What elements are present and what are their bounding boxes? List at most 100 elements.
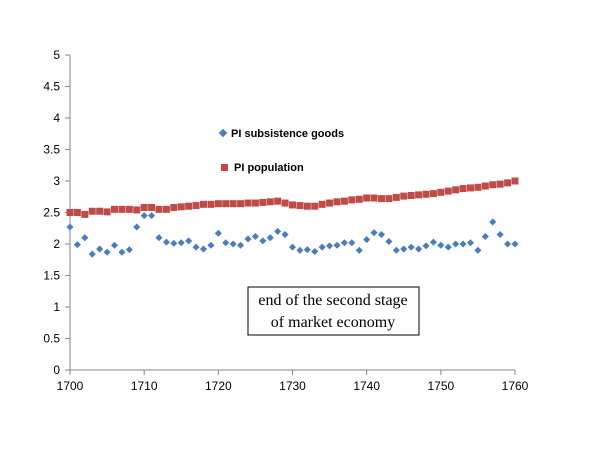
population-point (474, 183, 482, 191)
subsistence-point (348, 239, 356, 247)
population-point (125, 205, 133, 213)
population-point (289, 201, 296, 209)
subsistence-point (103, 248, 111, 256)
x-tick-label: 1740 (353, 379, 380, 393)
population-point (429, 190, 437, 198)
subsistence-point (133, 223, 141, 231)
population-point (266, 198, 274, 206)
subsistence-point (192, 243, 200, 251)
y-tick-label: 4.5 (43, 80, 60, 94)
population-point (177, 203, 185, 211)
subsistence-point (125, 246, 133, 254)
subsistence-point (474, 246, 482, 254)
subsistence-point (199, 245, 208, 253)
population-point (281, 199, 289, 207)
population-point (363, 194, 371, 202)
subsistence-point (296, 246, 304, 254)
population-point (222, 200, 230, 208)
population-point (66, 209, 74, 216)
population-point (118, 205, 126, 213)
population-point (133, 206, 141, 214)
population-point (103, 208, 111, 216)
x-tick-label: 1750 (427, 379, 454, 393)
subsistence-point (110, 241, 119, 249)
y-tick-label: 1.5 (43, 269, 60, 283)
population-point (348, 196, 356, 204)
subsistence-point (466, 239, 475, 247)
subsistence-point (281, 231, 289, 239)
annotation-border (247, 286, 420, 336)
subsistence-point (415, 245, 423, 253)
x-axis: 1700 1710 1720 1730 1740 1750 1760 (57, 369, 529, 393)
subsistence-point (444, 243, 452, 251)
subsistence-point (437, 241, 445, 249)
x-ticks: 1700 1710 1720 1730 1740 1750 1760 (57, 370, 529, 393)
x-tick-label: 1710 (131, 379, 158, 393)
population-point (496, 180, 504, 188)
population-point (88, 207, 96, 215)
annotation-line-2: of market economy (271, 314, 395, 331)
subsistence-point (244, 235, 252, 243)
population-point (311, 202, 319, 210)
y-tick-label: 0.5 (43, 332, 60, 346)
subsistence-point (392, 246, 400, 254)
subsistence-point (214, 229, 222, 237)
population-point (407, 191, 415, 199)
subsistence-point (370, 229, 378, 237)
subsistence-point (237, 241, 245, 249)
population-point (400, 192, 408, 200)
population-point (326, 199, 334, 207)
subsistence-point (385, 237, 393, 246)
population-point (333, 198, 341, 206)
y-axis: 0 0.5 1 1.5 2 2.5 3 3.5 4 4.5 5 (43, 48, 71, 377)
y-tick-label: 3 (53, 174, 60, 188)
y-ticks: 0 0.5 1 1.5 2 2.5 3 3.5 4 4.5 5 (43, 48, 70, 377)
legend-marker-square (221, 164, 228, 171)
population-point (378, 195, 385, 203)
population-point (192, 202, 200, 210)
population-point (274, 197, 282, 205)
subsistence-point (489, 218, 497, 226)
population-point (237, 200, 245, 208)
legend-label-subsistence: PI subsistence goods (231, 128, 344, 140)
x-tick-label: 1760 (502, 379, 529, 393)
population-point (259, 198, 267, 206)
population-point (355, 195, 363, 203)
population-point (318, 200, 326, 208)
legend-marker-diamond (218, 128, 228, 138)
population-point (229, 200, 237, 208)
population-point (392, 193, 400, 201)
subsistence-point (288, 243, 297, 251)
subsistence-point (318, 243, 326, 251)
y-tick-label: 0 (53, 363, 60, 377)
legend-item-population: PI population (221, 162, 304, 174)
subsistence-point (452, 240, 460, 248)
population-point (170, 203, 178, 211)
subsistence-point (162, 238, 170, 246)
subsistence-point (207, 241, 215, 249)
y-tick-label: 3.5 (43, 143, 60, 157)
subsistence-point (81, 234, 89, 242)
subsistence-point (73, 241, 81, 249)
x-tick-label: 1730 (279, 379, 306, 393)
subsistence-point (155, 234, 163, 242)
population-point (155, 205, 163, 213)
population-point (444, 187, 452, 195)
population-point (214, 200, 222, 208)
subsistence-point (140, 212, 148, 220)
subsistence-point (400, 245, 408, 253)
population-point (81, 210, 89, 218)
series-pi-population (66, 177, 519, 218)
population-point (200, 200, 207, 208)
y-tick-label: 2 (53, 237, 60, 251)
subsistence-point (259, 237, 267, 245)
population-point (467, 184, 474, 192)
population-point (415, 191, 423, 199)
population-point (185, 202, 193, 210)
legend: PI subsistence goods PI population (218, 128, 344, 174)
population-point (111, 205, 118, 213)
subsistence-point (355, 246, 363, 254)
subsistence-point (148, 212, 156, 220)
series-pi-subsistence-goods (66, 212, 519, 258)
